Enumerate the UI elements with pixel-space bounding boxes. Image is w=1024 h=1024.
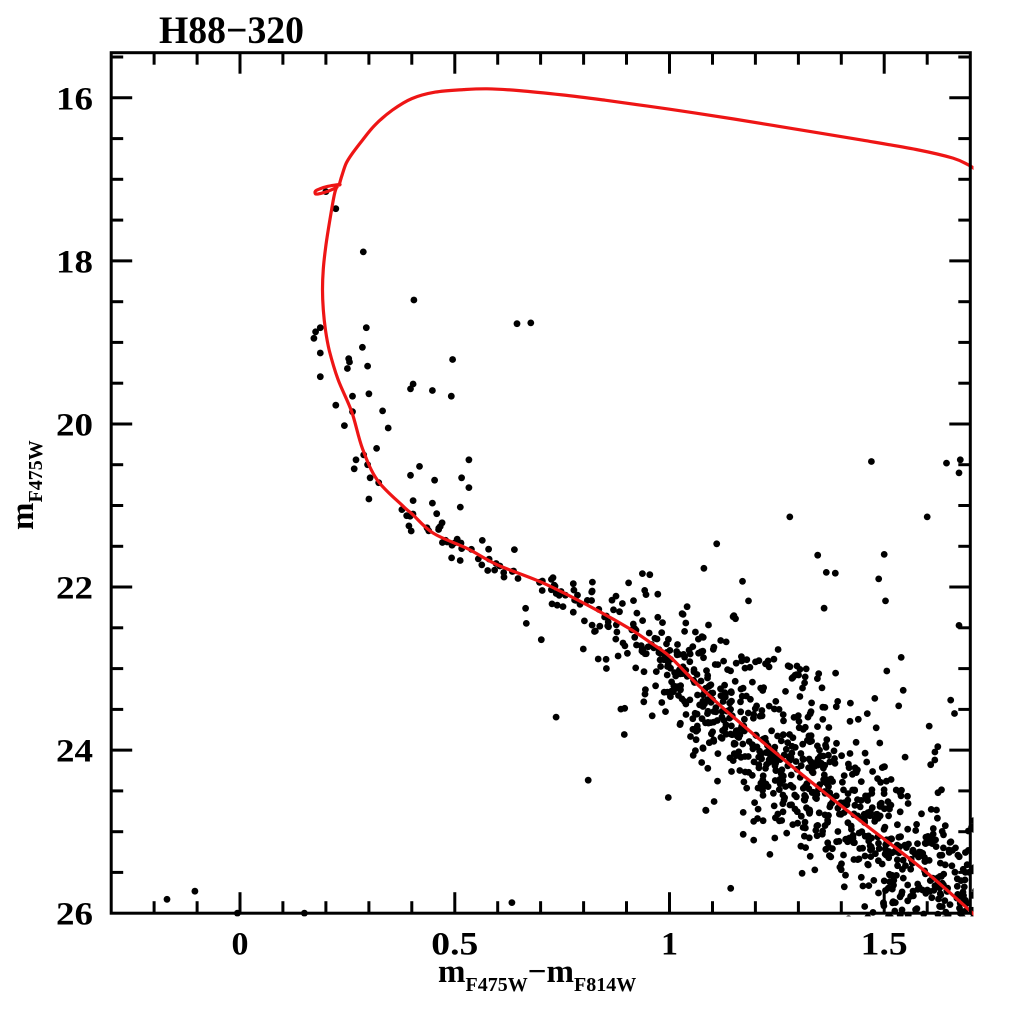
svg-text:1.5: 1.5 xyxy=(861,927,908,963)
svg-text:26: 26 xyxy=(56,897,93,933)
svg-text:18: 18 xyxy=(56,244,93,280)
svg-text:0: 0 xyxy=(232,927,249,963)
svg-text:1: 1 xyxy=(661,927,678,963)
svg-text:0.5: 0.5 xyxy=(431,927,478,963)
svg-text:22: 22 xyxy=(56,571,93,607)
svg-text:16: 16 xyxy=(56,81,93,117)
svg-text:24: 24 xyxy=(56,734,93,770)
svg-text:20: 20 xyxy=(56,408,93,444)
svg-text:H88−320: H88−320 xyxy=(159,9,304,52)
